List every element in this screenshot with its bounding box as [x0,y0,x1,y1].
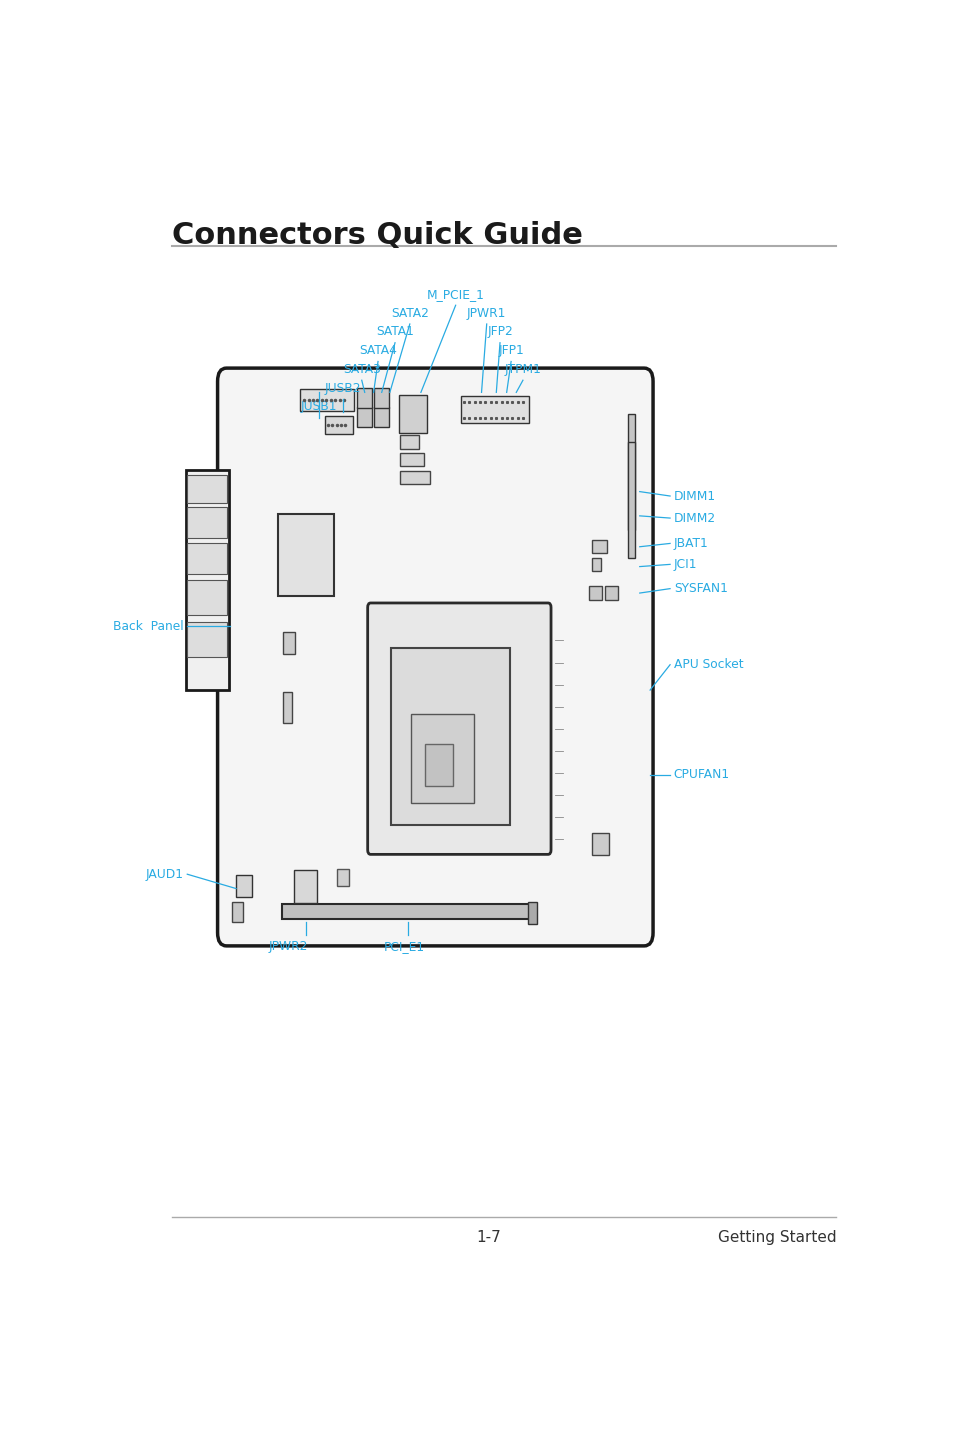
Bar [187,507,227,538]
Bar [324,415,353,434]
Bar [627,442,635,557]
Bar [592,540,607,553]
Text: M_PCIE_1: M_PCIE_1 [426,288,484,301]
Bar [411,715,474,802]
Bar [357,388,372,408]
Text: JCI1: JCI1 [673,558,697,571]
Text: SATA1: SATA1 [375,325,414,338]
Bar [187,621,227,657]
Bar [283,692,292,723]
Bar [374,407,389,427]
Bar [357,407,372,427]
Bar [400,435,418,448]
Bar [391,649,509,825]
Bar [186,470,229,690]
Text: PCI_E1: PCI_E1 [383,941,424,954]
FancyBboxPatch shape [217,368,653,947]
Text: DIMM1: DIMM1 [673,490,715,503]
Text: SYSFAN1: SYSFAN1 [673,583,727,596]
Text: JBAT1: JBAT1 [673,537,708,550]
Bar [187,580,227,616]
Text: JUSB1: JUSB1 [300,401,336,414]
Text: DIMM2: DIMM2 [673,511,715,524]
Text: Back  Panel: Back Panel [112,620,183,633]
Text: SATA2: SATA2 [391,306,428,319]
Text: JPWR2: JPWR2 [268,941,307,954]
Text: 1-7: 1-7 [476,1230,500,1246]
Bar [374,388,389,408]
Bar [592,557,600,571]
Bar [528,902,537,924]
Bar [627,414,635,530]
Text: Connectors Quick Guide: Connectors Quick Guide [172,222,582,251]
Text: JFP2: JFP2 [487,325,513,338]
Text: CPUFAN1: CPUFAN1 [673,769,729,782]
Text: APU Socket: APU Socket [673,659,742,672]
Bar [337,869,349,886]
Bar [460,395,528,424]
Bar [424,745,453,786]
Text: JAUD1: JAUD1 [146,868,183,881]
Text: SATA3: SATA3 [342,362,380,375]
Bar [278,514,334,596]
Bar [604,587,618,600]
Bar [282,904,529,919]
Bar [232,902,242,922]
Text: JFP1: JFP1 [497,344,523,357]
Text: JUSB2: JUSB2 [325,381,361,395]
Text: JPWR1: JPWR1 [467,306,506,319]
Bar [400,471,429,484]
Text: Chapter 1: Chapter 1 [884,680,902,780]
Bar [235,875,252,898]
Text: SATA4: SATA4 [358,344,396,357]
Bar [187,543,227,574]
Bar [187,475,227,503]
Text: JTPM1: JTPM1 [504,362,540,375]
Bar [400,453,423,467]
Bar [588,587,601,600]
Bar [300,390,354,411]
Bar [283,632,294,653]
FancyBboxPatch shape [367,603,551,855]
Bar [398,395,426,432]
Bar [592,833,608,855]
Bar [294,869,316,904]
Text: Getting Started: Getting Started [717,1230,836,1246]
